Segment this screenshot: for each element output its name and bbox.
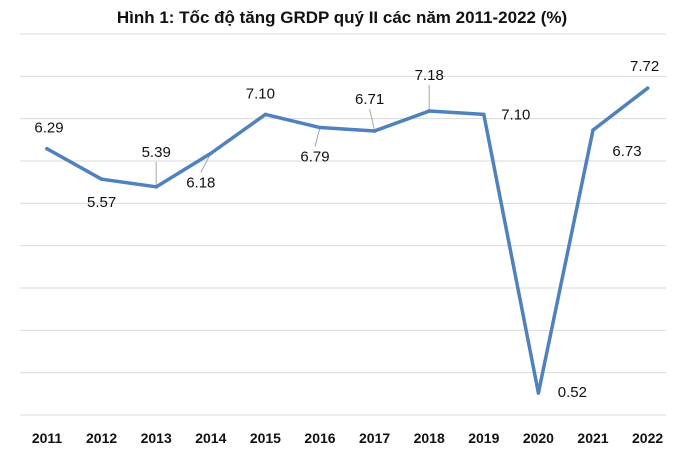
- data-point: [645, 86, 650, 90]
- data-label-leader: [369, 108, 376, 132]
- data-point: [427, 109, 432, 113]
- data-label: 6.29: [34, 120, 63, 137]
- data-label: 7.72: [630, 58, 659, 75]
- data-point: [263, 112, 268, 117]
- x-tick-label: 2021: [577, 430, 608, 446]
- data-point: [99, 177, 104, 182]
- x-tick-label: 2014: [195, 430, 226, 446]
- data-label: 0.52: [558, 384, 587, 401]
- chart-title: Hình 1: Tốc độ tăng GRDP quý II các năm …: [116, 8, 568, 27]
- data-label: 7.18: [415, 67, 444, 84]
- series-line: [45, 86, 650, 395]
- x-tick-label: 2012: [86, 430, 117, 446]
- data-label: 6.79: [300, 149, 329, 166]
- data-label: 7.10: [501, 106, 530, 123]
- data-label-leader: [314, 127, 321, 147]
- data-label: 6.18: [186, 174, 215, 191]
- x-tick-label: 2022: [632, 430, 663, 446]
- x-tick-label: 2015: [250, 430, 281, 446]
- data-point: [591, 128, 595, 132]
- data-point: [372, 129, 377, 133]
- data-point: [154, 185, 158, 189]
- data-point: [209, 151, 213, 156]
- data-label: 6.71: [355, 91, 384, 108]
- data-point: [318, 125, 322, 130]
- x-tick-label: 2013: [141, 430, 172, 446]
- x-tick-label: 2016: [304, 430, 335, 446]
- data-label: 6.73: [612, 143, 641, 160]
- data-point: [536, 391, 541, 395]
- x-tick-label: 2019: [468, 430, 499, 446]
- x-tick-label: 2020: [523, 430, 554, 446]
- data-label: 5.57: [87, 194, 116, 211]
- data-point: [45, 146, 49, 151]
- data-label: 5.39: [142, 144, 171, 161]
- x-tick-label: 2018: [414, 430, 445, 446]
- data-label-leader: [200, 153, 212, 173]
- data-point: [482, 112, 486, 117]
- data-label: 7.10: [246, 85, 275, 102]
- x-tick-label: 2017: [359, 430, 390, 446]
- x-tick-label: 2011: [32, 430, 63, 446]
